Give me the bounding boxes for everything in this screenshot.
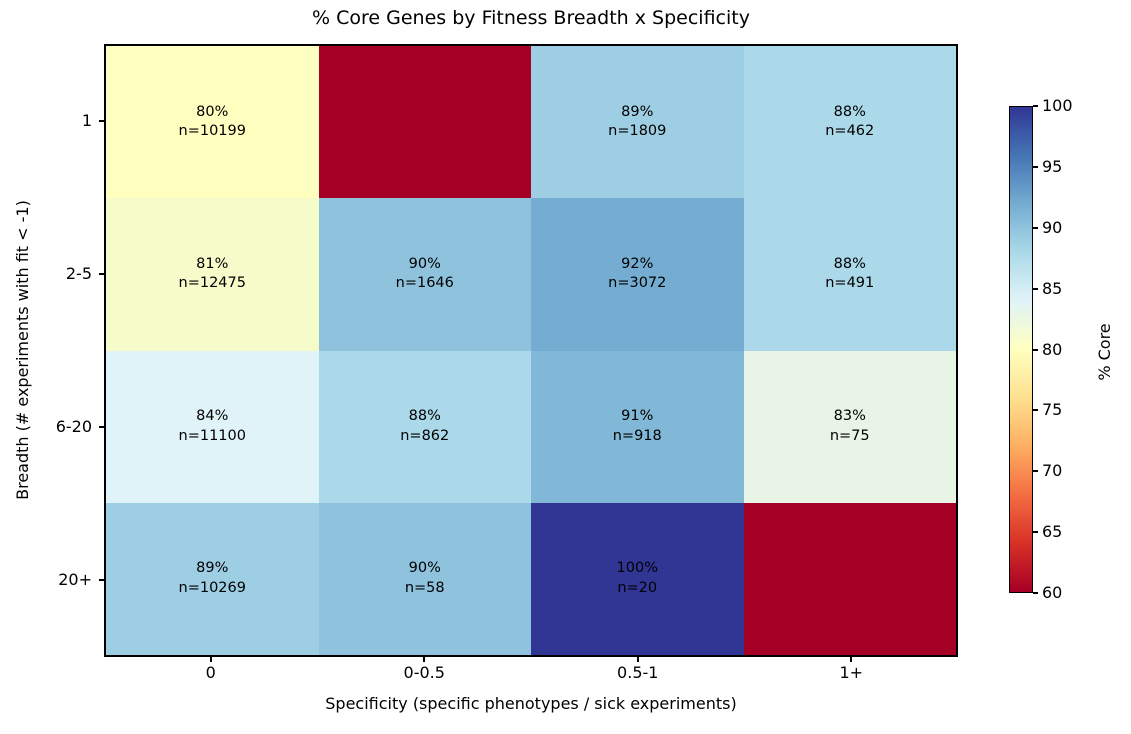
cell-n-label: n=10199 (178, 123, 246, 140)
colorbar-tick-mark (1033, 226, 1038, 229)
colorbar-tick-label: 90 (1042, 217, 1063, 237)
colorbar-tick-label: 85 (1042, 278, 1063, 298)
cell-pct-label: 89% (196, 560, 229, 577)
heatmap-grid: 80% n=10199 89% n=1809 88% n=462 81% n=12475 90%… (104, 44, 958, 657)
x-tick-label: 0 (205, 663, 216, 682)
cell-pct-label: 88% (408, 408, 441, 425)
cell-n-label: n=462 (825, 123, 875, 140)
colorbar-tick-label: 65 (1042, 522, 1063, 542)
cell-n-label: n=3072 (608, 275, 667, 292)
heatmap-cell-r2c1: 88% n=862 (318, 350, 531, 503)
colorbar-tick-label: 95 (1042, 156, 1063, 176)
y-tick-label: 20+ (58, 570, 92, 590)
cell-n-label: n=75 (829, 427, 870, 444)
y-tick-mark (99, 272, 104, 275)
cell-pct-label: 90% (408, 255, 441, 272)
cell-pct-label: 81% (196, 255, 229, 272)
cell-n-label: n=10269 (178, 579, 246, 596)
heatmap-cell-r0c1 (318, 46, 531, 199)
x-axis-label: Specificity (specific phenotypes / sick … (325, 694, 737, 713)
colorbar-tick-mark (1033, 165, 1038, 168)
cell-pct-label: 91% (621, 408, 654, 425)
colorbar-tick-label: 75 (1042, 400, 1063, 420)
colorbar-label: % Core (1095, 323, 1114, 381)
cell-n-label: n=20 (617, 579, 658, 596)
cell-pct-label: 83% (833, 408, 866, 425)
colorbar-tick-mark (1033, 470, 1038, 473)
y-tick-mark (99, 426, 104, 429)
colorbar-tick-label: 60 (1042, 583, 1063, 602)
heatmap-cell-r1c0: 81% n=12475 (106, 198, 319, 351)
colorbar-tick-mark (1033, 105, 1038, 107)
x-tick-mark (850, 657, 853, 662)
colorbar-tick-label: 80 (1042, 339, 1063, 359)
heatmap-cell-r0c3: 88% n=462 (743, 46, 956, 199)
cell-pct-label: 100% (616, 560, 658, 577)
y-tick-mark (99, 579, 104, 582)
y-tick-label: 2-5 (65, 263, 92, 283)
heatmap-cell-r2c3: 83% n=75 (743, 350, 956, 503)
heatmap-cell-r1c2: 92% n=3072 (531, 198, 744, 351)
cell-pct-label: 84% (196, 408, 229, 425)
colorbar (1009, 106, 1033, 593)
heatmap-cell-r1c3: 88% n=491 (743, 198, 956, 351)
cell-pct-label: 80% (196, 103, 229, 120)
heatmap-cell-r2c0: 84% n=11100 (106, 350, 319, 503)
heatmap-cell-r2c2: 91% n=918 (531, 350, 744, 503)
heatmap-cell-r3c3 (743, 502, 956, 655)
heatmap-cell-r1c1: 90% n=1646 (318, 198, 531, 351)
heatmap-cell-r3c1: 90% n=58 (318, 502, 531, 655)
chart-title: % Core Genes by Fitness Breadth x Specif… (312, 7, 750, 29)
colorbar-tick-mark (1033, 287, 1038, 290)
y-tick-label: 1 (81, 110, 92, 130)
cell-pct-label: 92% (621, 255, 654, 272)
x-tick-mark (423, 657, 426, 662)
x-tick-label: 0-0.5 (403, 663, 445, 682)
cell-n-label: n=862 (400, 427, 450, 444)
x-tick-label: 0.5-1 (617, 663, 659, 682)
cell-pct-label: 89% (621, 103, 654, 120)
heatmap-cell-r3c0: 89% n=10269 (106, 502, 319, 655)
cell-n-label: n=918 (612, 427, 662, 444)
cell-n-label: n=58 (404, 579, 445, 596)
x-tick-mark (209, 657, 212, 662)
x-tick-mark (636, 657, 639, 662)
x-tick-label: 1+ (839, 663, 864, 682)
cell-pct-label: 90% (408, 560, 441, 577)
cell-n-label: n=12475 (178, 275, 246, 292)
cell-n-label: n=1809 (608, 123, 667, 140)
y-tick-mark (99, 119, 104, 122)
colorbar-tick-mark (1033, 409, 1038, 412)
y-axis-label: Breadth (# experiments with fit < -1) (13, 200, 32, 500)
heatmap-cell-r3c2: 100% n=20 (531, 502, 744, 655)
heatmap-cell-r0c2: 89% n=1809 (531, 46, 744, 199)
colorbar-tick-mark (1033, 348, 1038, 351)
y-tick-label: 6-20 (55, 417, 92, 437)
colorbar-tick-label: 70 (1042, 461, 1063, 481)
colorbar-tick-mark (1033, 531, 1038, 534)
cell-n-label: n=11100 (178, 427, 246, 444)
colorbar-tick-label: 100 (1042, 96, 1073, 115)
heatmap-cell-r0c0: 80% n=10199 (106, 46, 319, 199)
cell-n-label: n=1646 (395, 275, 454, 292)
cell-pct-label: 88% (833, 103, 866, 120)
cell-pct-label: 88% (833, 255, 866, 272)
cell-n-label: n=491 (825, 275, 875, 292)
colorbar-tick-mark (1033, 592, 1038, 594)
